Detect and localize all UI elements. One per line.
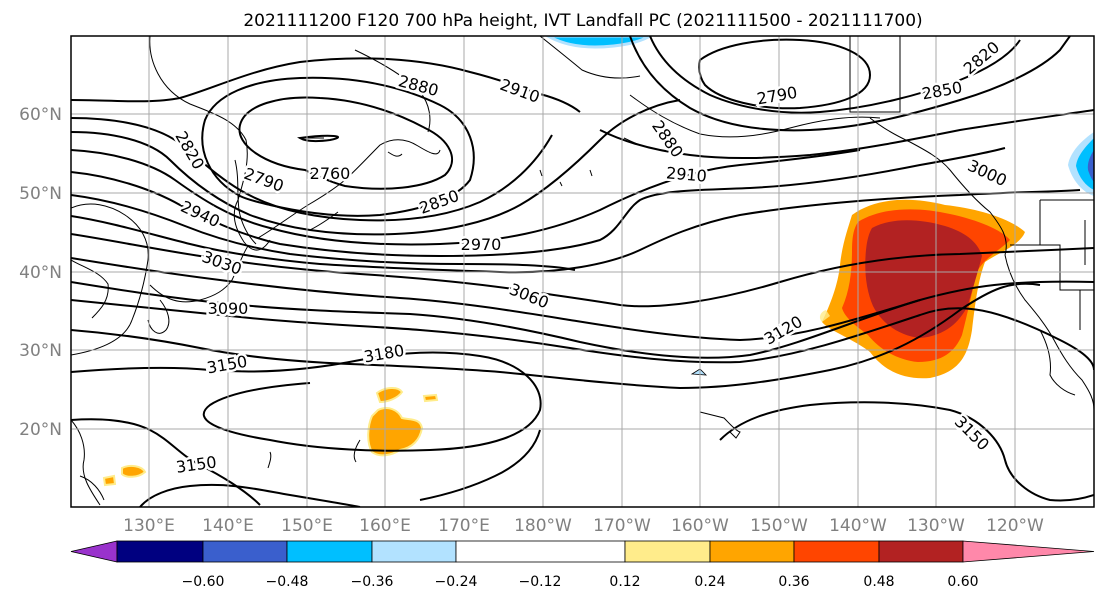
lon-label: 140°W — [829, 516, 887, 536]
lon-label: 140°E — [202, 516, 254, 536]
colorbar-bin — [624, 540, 711, 563]
colorbar-tick: 0.60 — [947, 574, 978, 590]
colorbar-bin — [371, 540, 457, 563]
colorbar-bin — [709, 540, 795, 563]
lon-label: 170°W — [593, 516, 651, 536]
map-border — [70, 35, 1095, 508]
ivt-negative-east-036 — [1076, 138, 1094, 190]
lat-label: 60°N — [19, 105, 62, 125]
lat-label: 40°N — [19, 263, 62, 283]
colorbar-bin — [455, 540, 626, 563]
colorbar-bin — [202, 540, 288, 563]
lon-label: 130°E — [123, 516, 175, 536]
contour-label: 2910 — [665, 163, 707, 185]
ivt-positive-024-small2 — [422, 393, 439, 403]
lon-label: 150°E — [281, 516, 333, 536]
graticule — [71, 36, 1094, 507]
colorbar-underflow — [70, 540, 118, 563]
colorbar-bin — [793, 540, 880, 563]
map-title: 2021111200 F120 700 hPa height, IVT Land… — [243, 11, 922, 31]
lon-label: 180°W — [514, 516, 572, 536]
longitude-labels: 130°E 140°E 150°E 160°E 170°E 180°W 170°… — [123, 516, 1044, 536]
ivt-negative-small — [690, 368, 708, 376]
lat-label: 30°N — [19, 341, 62, 361]
colorbar-bin — [286, 540, 373, 563]
colorbar-tick: −0.24 — [435, 574, 478, 590]
ivt-shading — [102, 36, 1094, 487]
latitude-labels: 60°N 50°N 40°N 30°N 20°N — [19, 105, 62, 440]
colorbar-ticks: −0.60 −0.48 −0.36 −0.24 −0.12 0.12 0.24 … — [182, 574, 979, 590]
contour-label: 3090 — [208, 299, 249, 318]
contour-label: 2970 — [461, 235, 502, 254]
colorbar-bin — [878, 540, 964, 563]
height-contours — [71, 36, 1094, 507]
colorbar-overflow — [962, 540, 1095, 563]
colorbar-tick: 0.36 — [778, 574, 809, 590]
colorbar-tick: 0.12 — [609, 574, 640, 590]
ivt-negative-arctic — [545, 36, 653, 49]
colorbar-bin — [116, 540, 204, 563]
colorbar-tick: 0.24 — [694, 574, 725, 590]
lon-label: 120°W — [986, 516, 1044, 536]
lon-label: 160°E — [359, 516, 411, 536]
ivt-positive-024-small4 — [102, 474, 117, 487]
lon-label: 150°W — [750, 516, 808, 536]
colorbar-tick: −0.12 — [519, 574, 562, 590]
colorbar-tick: 0.48 — [863, 574, 894, 590]
colorbar-tick: −0.48 — [266, 574, 309, 590]
coastlines — [71, 36, 1094, 506]
colorbar-tick: −0.36 — [351, 574, 394, 590]
contour-label: 2760 — [310, 164, 351, 183]
lat-label: 50°N — [19, 184, 62, 204]
lon-label: 130°W — [907, 516, 965, 536]
colorbar-tick: −0.60 — [182, 574, 225, 590]
lat-label: 20°N — [19, 420, 62, 440]
ivt-negative-east-048 — [1087, 150, 1094, 182]
colorbar — [70, 540, 1095, 563]
lon-label: 170°E — [438, 516, 490, 536]
ivt-positive-024-small3 — [121, 464, 147, 478]
ivt-positive-024-subtropics — [367, 407, 424, 457]
ivt-fringe-012 — [819, 310, 830, 322]
lon-label: 160°W — [671, 516, 729, 536]
